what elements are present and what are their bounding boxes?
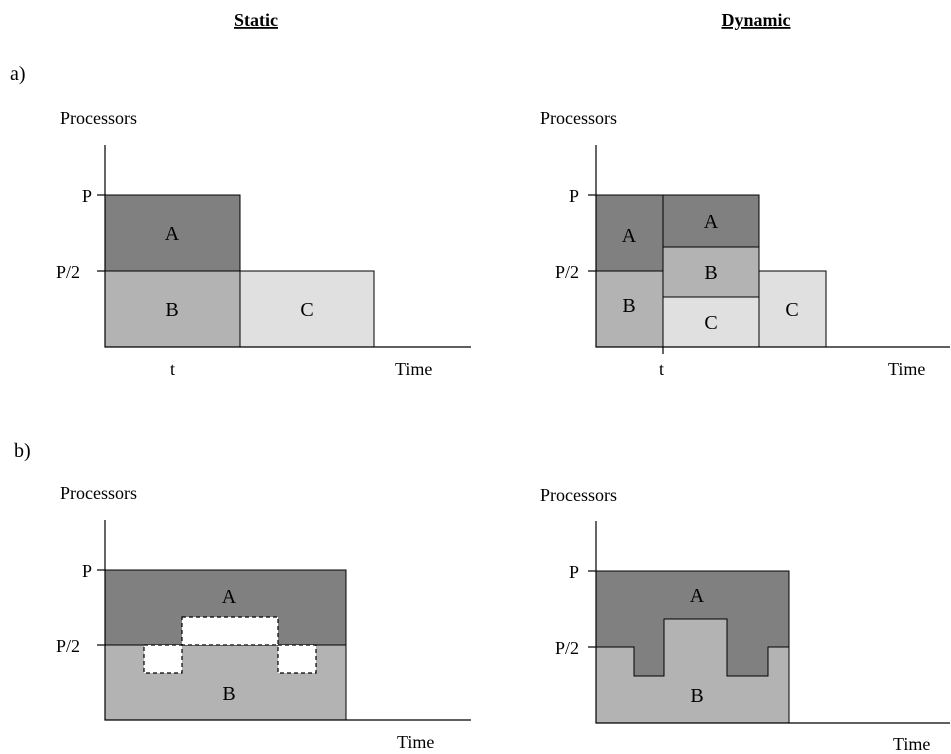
panel-a-dynamic: Processors A B A B C C P P/2 t Time (540, 108, 950, 379)
t-tick-label: t (659, 359, 664, 379)
block-b-label: B (222, 683, 235, 705)
block-a-label: A (222, 586, 237, 608)
y-axis-title: Processors (60, 483, 137, 503)
block-a-label: A (165, 223, 180, 245)
block-b-label: B (165, 299, 178, 321)
block-c-label: C (300, 299, 313, 321)
p-half-tick-label: P/2 (56, 636, 80, 656)
block-b-early-label: B (622, 295, 635, 317)
part-a-label: a) (10, 63, 26, 85)
panel-a-static: Processors A B C P P/2 t Time (56, 108, 471, 379)
x-axis-title: Time (397, 732, 434, 752)
p-half-tick-label: P/2 (555, 262, 579, 282)
x-axis-title: Time (893, 734, 930, 754)
x-axis-title: Time (888, 359, 925, 379)
block-b-late (662, 246, 760, 298)
block-c-late-label: C (704, 312, 717, 334)
block-a (104, 194, 241, 272)
p-half-tick-label: P/2 (56, 262, 80, 282)
panel-b-static: Processors A B P P/2 Time (56, 483, 471, 752)
block-b (104, 270, 241, 348)
block-c-tail (758, 270, 827, 348)
x-axis-title: Time (395, 359, 432, 379)
axes (595, 145, 950, 348)
y-axis-title: Processors (540, 108, 617, 128)
idle-gap-b-right (277, 644, 317, 674)
p-tick-label: P (82, 186, 92, 206)
block-c-tail-label: C (785, 299, 798, 321)
p-tick-label: P (569, 186, 579, 206)
idle-gap-a (181, 616, 279, 646)
block-b-late-label: B (704, 262, 717, 284)
block-a-label: A (690, 585, 705, 607)
static-column-header: Static (234, 10, 278, 30)
axes (104, 145, 471, 348)
axes (595, 521, 950, 724)
y-axis-title: Processors (60, 108, 137, 128)
block-c-late (662, 296, 760, 348)
block-b-label: B (690, 685, 703, 707)
block-a-late-label: A (704, 211, 719, 233)
idle-gap-b-left (143, 644, 183, 674)
block-a-early-label: A (622, 225, 637, 247)
part-b-label: b) (14, 440, 31, 462)
p-tick-label: P (82, 561, 92, 581)
dynamic-column-header: Dynamic (722, 10, 791, 30)
p-tick-label: P (569, 562, 579, 582)
block-c (239, 270, 375, 348)
panel-b-dynamic: Processors A B P P/2 Time (540, 485, 950, 754)
p-half-tick-label: P/2 (555, 638, 579, 658)
y-axis-title: Processors (540, 485, 617, 505)
axes (104, 520, 471, 721)
t-tick-label: t (170, 359, 175, 379)
